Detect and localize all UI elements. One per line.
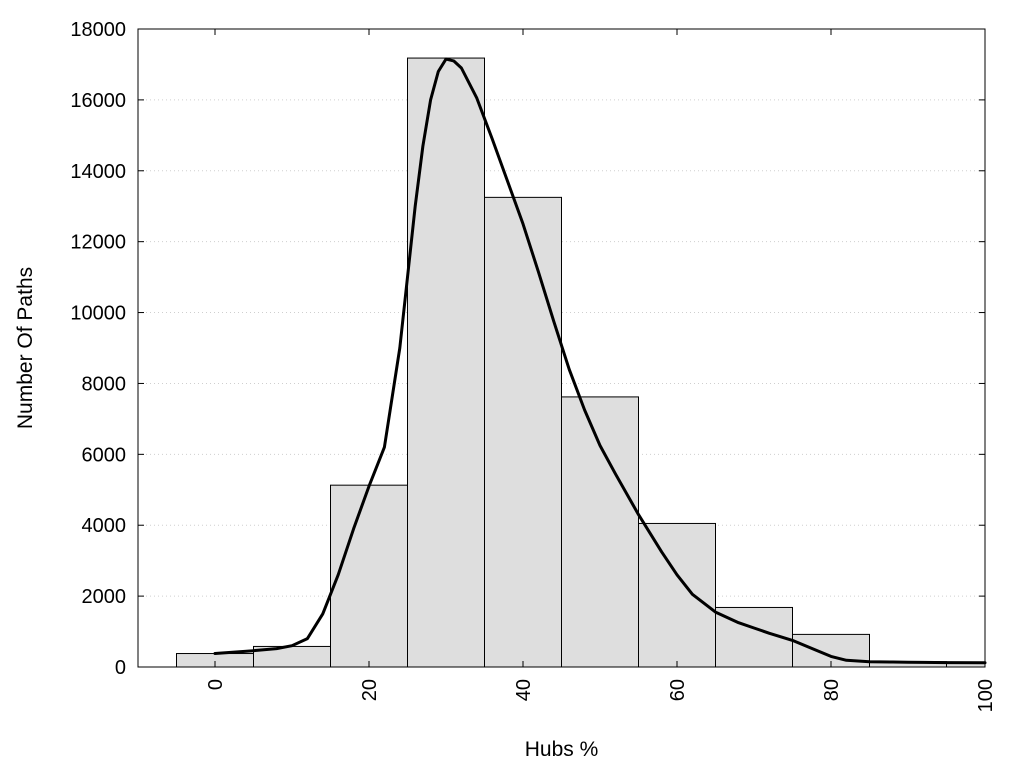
histogram-bar (407, 57, 485, 668)
x-axis-label: Hubs % (525, 738, 599, 761)
y-tick-label: 0 (115, 657, 126, 679)
y-tick-label: 4000 (82, 515, 127, 537)
y-axis-label: Number Of Paths (14, 267, 37, 429)
y-tick-label: 18000 (70, 19, 126, 41)
x-axis-ticks: 0 20 40 60 80 100 (205, 29, 997, 712)
y-tick-label: 6000 (82, 444, 127, 466)
plot-frame (137, 28, 986, 668)
histogram-bar (561, 396, 639, 668)
y-tick-label: 10000 (70, 303, 126, 325)
x-tick-label: 60 (667, 679, 689, 701)
histogram-bar (330, 484, 408, 668)
y-axis-ticks: 0 2000 4000 6000 8000 10000 12000 14000 16000 180… (70, 19, 985, 679)
y-tick-label: 2000 (82, 586, 127, 608)
x-tick-label: 80 (821, 679, 843, 701)
y-tick-label: 12000 (70, 232, 126, 254)
y-tick-label: 14000 (70, 161, 126, 183)
x-tick-label: 20 (359, 679, 381, 701)
bars (176, 57, 986, 668)
density-curve-group (213, 57, 987, 665)
y-tick-label: 16000 (70, 90, 126, 112)
density-curve (213, 57, 987, 665)
x-tick-label: 0 (205, 679, 227, 690)
histogram-bar (638, 522, 716, 668)
x-tick-label: 40 (513, 679, 535, 701)
x-tick-label: 100 (975, 679, 997, 712)
histogram-bar (484, 196, 562, 668)
y-tick-label: 8000 (82, 373, 127, 395)
